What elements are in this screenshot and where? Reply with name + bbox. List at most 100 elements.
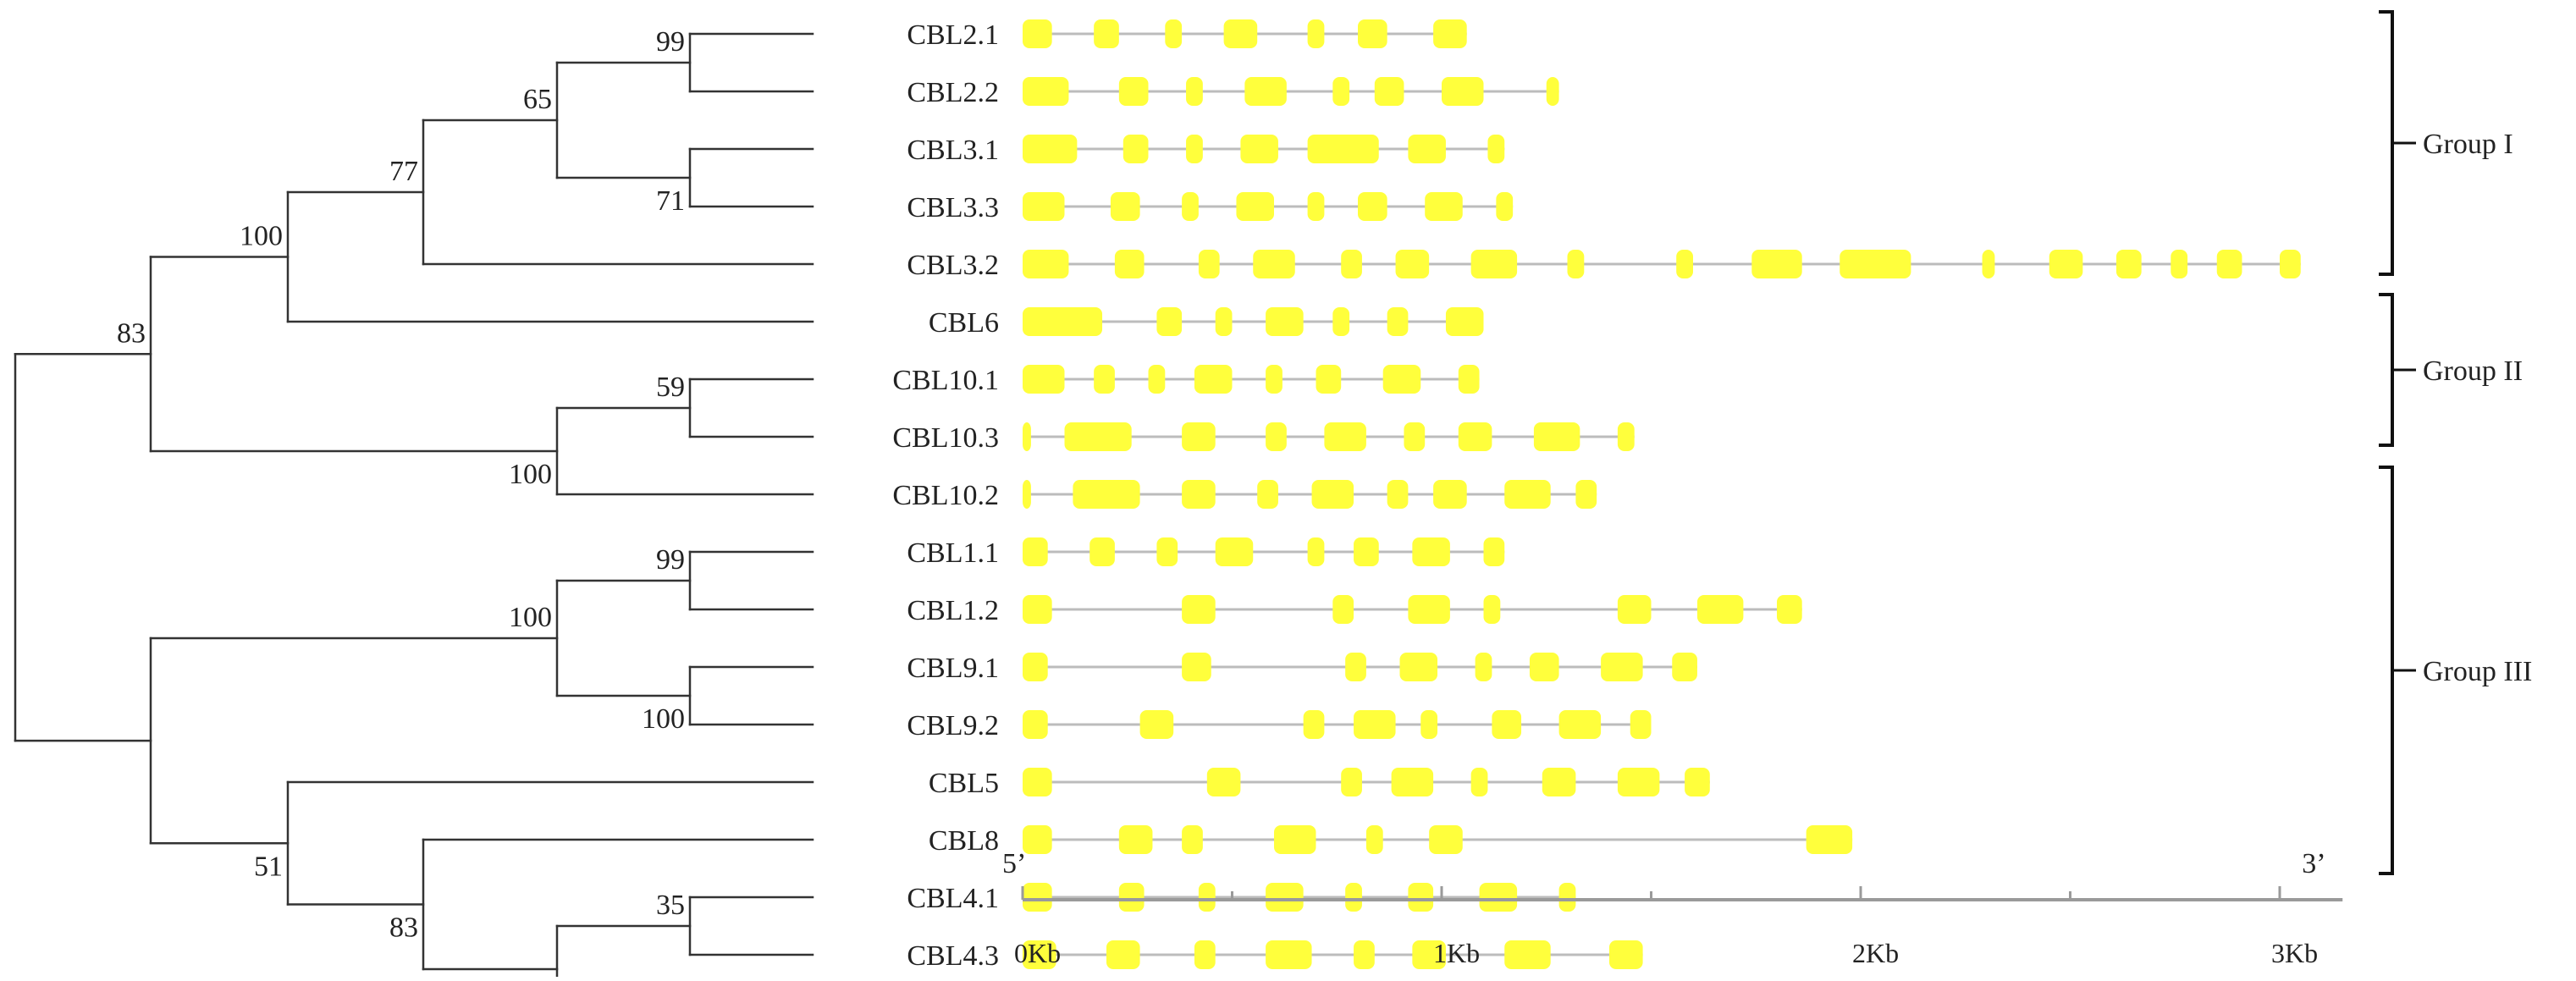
exon-block [1412,537,1450,566]
exon-block [1433,19,1467,48]
exon-block [1374,77,1404,106]
bootstrap-value: 100 [642,703,685,735]
gene-structure-cbl1-1 [1023,537,1505,566]
exon-block [1408,595,1450,624]
gene-structure-cbl4-1 [1023,883,1576,912]
gene-structures [1023,19,2301,969]
axis-tick-label: 1Kb [1433,938,1480,968]
exon-block [1408,135,1446,163]
exon-block [1982,250,1995,278]
exon-block [2171,250,2188,278]
exon-block [1492,710,1522,739]
gene-label-cbl3-1: CBL3.1 [907,135,999,166]
exon-block [1266,883,1304,912]
exon-block [1751,250,1802,278]
exon-block [1382,365,1421,394]
group-bracket-2: Group II [2379,293,2523,447]
exon-block [1194,365,1233,394]
exon-block [1358,192,1387,221]
group-label: Group III [2423,656,2532,687]
exon-block [1023,653,1048,681]
exon-block [1023,365,1065,394]
gene-label-cbl5: CBL5 [929,768,999,799]
exon-block [1023,480,1031,509]
bootstrap-value: 99 [656,544,685,576]
gene-label-cbl6: CBL6 [929,307,999,339]
bootstrap-value: 99 [656,26,685,58]
exon-block [1442,77,1484,106]
exon-block [1470,250,1518,278]
exon-block [1332,307,1350,336]
gene-structure-cbl3-2 [1023,250,2301,278]
exon-block [1244,77,1287,106]
exon-block [1023,710,1048,739]
exon-block [1391,768,1434,796]
gene-structure-cbl9-1 [1023,653,1697,681]
exon-block [1106,940,1140,969]
exon-block [2049,250,2083,278]
exon-block [1358,19,1387,48]
exon-block [1148,365,1166,394]
exon-block [1806,825,1853,854]
exon-block [1533,422,1580,451]
group-bracket-3: Group III [2379,466,2532,875]
exon-block [1365,825,1383,854]
exon-block [1433,480,1467,509]
bootstrap-value: 100 [509,459,552,490]
exon-block [1118,825,1153,854]
gene-label-cbl3-3: CBL3.3 [907,192,999,223]
exon-block [1194,940,1216,969]
exon-block [1023,537,1048,566]
axis-tick-label: 2Kb [1852,938,1899,968]
exon-block [1023,422,1031,451]
exon-block [1110,192,1140,221]
exon-block [1504,480,1551,509]
exon-block [1236,192,1274,221]
exon-block [1257,480,1278,509]
exon-block [1483,595,1501,624]
axis-tick-label: 3Kb [2271,938,2318,968]
exon-block [1777,595,1802,624]
exon-block [1840,250,1911,278]
exon-block [1311,480,1354,509]
exon-block [1215,307,1233,336]
gene-label-cbl2-2: CBL2.2 [907,77,999,108]
exon-block [1316,365,1342,394]
exon-block [1354,710,1396,739]
exon-block [1307,19,1325,48]
exon-block [1408,883,1434,912]
bootstrap-value: 77 [389,156,418,187]
exon-block [1123,135,1149,163]
exon-block [1696,595,1744,624]
exon-block [1458,365,1480,394]
exon-block [1266,365,1282,394]
exon-block [1023,825,1052,854]
exon-block [1182,422,1216,451]
exon-block [1458,422,1492,451]
bootstrap-value: 83 [389,912,418,944]
exon-block [1023,768,1052,796]
exon-block [1420,710,1438,739]
exon-block [1617,422,1635,451]
exon-block [1089,537,1115,566]
exon-block [1023,192,1065,221]
exon-block [1266,940,1312,969]
exon-block [1073,480,1140,509]
exon-block [1240,135,1278,163]
exon-block [1094,365,1115,394]
exon-block [1307,192,1325,221]
bootstrap-values: 99716577100591008399100100351008351 [117,26,685,981]
exon-block [1558,883,1576,912]
exon-block [1685,768,1710,796]
five-prime-label: 5’ [1002,848,1026,879]
exon-block [1546,77,1559,106]
exon-block [1307,135,1379,163]
exon-block [2216,250,2242,278]
gene-label-cbl3-2: CBL3.2 [907,250,999,281]
exon-block [1266,307,1304,336]
bootstrap-value: 100 [509,602,552,633]
exon-block [1479,883,1518,912]
exon-block [1617,595,1652,624]
gene-structure-cbl5 [1023,768,1710,796]
